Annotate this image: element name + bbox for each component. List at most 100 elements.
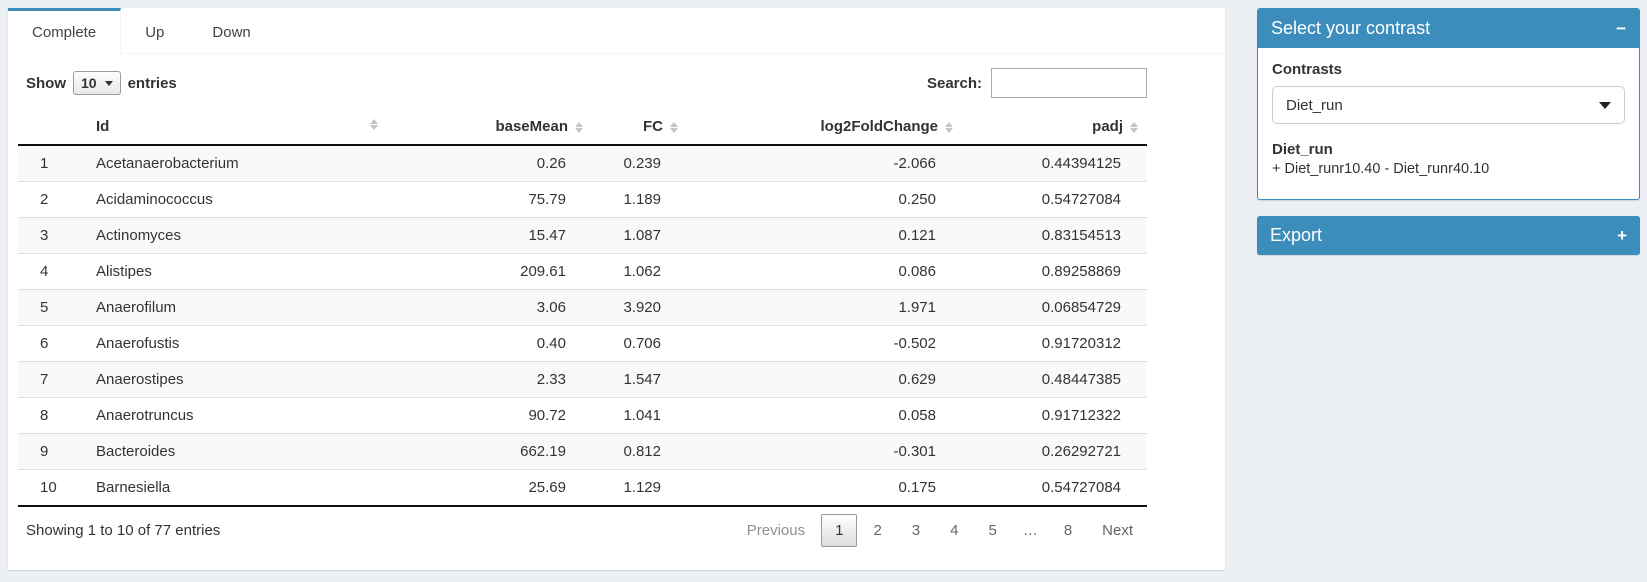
entries-select[interactable]: 10 [73,71,121,95]
cell-FC: 0.812 [592,433,687,470]
cell-Id: Acetanaerobacterium [88,145,387,182]
cell-baseMean: 3.06 [387,289,592,326]
row-number-cell: 9 [18,433,88,470]
cell-baseMean: 75.79 [387,181,592,218]
pagination-page-5[interactable]: 5 [988,522,997,539]
export-box: Export + [1257,216,1640,255]
results-table: Id baseMean FC log2FoldChange padj 1 Acetanae… [18,110,1147,507]
cell-padj: 0.54727084 [962,469,1147,507]
table-row: 9 Bacteroides 662.19 0.812 -0.301 0.26292721 [18,433,1147,470]
collapse-minus-icon[interactable]: − [1616,19,1626,38]
cell-padj: 0.48447385 [962,361,1147,398]
search-input[interactable] [991,68,1147,98]
cell-padj: 0.91712322 [962,397,1147,434]
entries-label: entries [127,74,177,92]
cell-log2FoldChange: -2.066 [687,145,962,182]
cell-log2FoldChange: 0.629 [687,361,962,398]
cell-Id: Acidaminococcus [88,181,387,218]
cell-baseMean: 15.47 [387,217,592,254]
row-number-cell: 1 [18,145,88,182]
cell-log2FoldChange: 0.175 [687,469,962,507]
table-row: 10 Barnesiella 25.69 1.129 0.175 0.54727084 [18,469,1147,507]
expand-plus-icon[interactable]: + [1617,226,1627,245]
cell-padj: 0.54727084 [962,181,1147,218]
tab-down[interactable]: Down [212,24,251,41]
cell-FC: 1.129 [592,469,687,507]
cell-baseMean: 662.19 [387,433,592,470]
cell-padj: 0.44394125 [962,145,1147,182]
table-row: 7 Anaerostipes 2.33 1.547 0.629 0.48447385 [18,361,1147,398]
cell-baseMean: 2.33 [387,361,592,398]
cell-FC: 0.706 [592,325,687,362]
table-row: 4 Alistipes 209.61 1.062 0.086 0.89258869 [18,253,1147,290]
cell-padj: 0.91720312 [962,325,1147,362]
cell-baseMean: 209.61 [387,253,592,290]
cell-Id: Anaerotruncus [88,397,387,434]
show-label: Show [26,74,66,92]
pagination-page-4[interactable]: 4 [950,522,959,539]
column-header-log2FoldChange[interactable]: log2FoldChange [687,110,962,146]
select-caret-icon [1599,101,1611,109]
column-header-rownum [18,110,88,146]
contrast-detail-title: Diet_run [1272,141,1333,158]
row-number-cell: 2 [18,181,88,218]
cell-log2FoldChange: 0.121 [687,217,962,254]
cell-log2FoldChange: 1.971 [687,289,962,326]
cell-FC: 3.920 [592,289,687,326]
pagination-page-1[interactable]: 1 [821,514,858,547]
contrast-box-title: Select your contrast [1271,18,1431,38]
cell-padj: 0.83154513 [962,217,1147,254]
row-number-cell: 8 [18,397,88,434]
table-row: 3 Actinomyces 15.47 1.087 0.121 0.83154513 [18,217,1147,254]
column-header-FC[interactable]: FC [592,110,687,146]
contrast-select[interactable]: Diet_run [1272,86,1625,124]
sort-icon [944,121,954,134]
export-box-header[interactable]: Export + [1257,216,1640,255]
pagination-page-8[interactable]: 8 [1063,522,1073,539]
table-row: 6 Anaerofustis 0.40 0.706 -0.502 0.91720312 [18,325,1147,362]
table-body: 1 Acetanaerobacterium 0.26 0.239 -2.066 0.443… [18,145,1147,507]
pagination-next-button[interactable]: Next [1102,522,1133,539]
cell-FC: 1.547 [592,361,687,398]
cell-FC: 1.189 [592,181,687,218]
sort-icon [574,121,584,134]
cell-log2FoldChange: 0.250 [687,181,962,218]
cell-Id: Anaerostipes [88,361,387,398]
column-header-padj[interactable]: padj [962,110,1147,146]
table-info: Showing 1 to 10 of 77 entries [26,522,221,539]
cell-Id: Alistipes [88,253,387,290]
row-number-cell: 10 [18,469,88,507]
column-header-baseMean[interactable]: baseMean [387,110,592,146]
pagination-previous-button[interactable]: Previous [746,522,806,539]
cell-log2FoldChange: 0.058 [687,397,962,434]
cell-FC: 1.062 [592,253,687,290]
pagination: Previous 1 2 3 4 5 … 8 Next [731,514,1147,547]
column-header-Id[interactable]: Id [88,110,387,146]
pagination-ellipsis: … [1022,522,1038,539]
row-number-cell: 6 [18,325,88,362]
contrast-box-header: Select your contrast − [1258,9,1639,48]
cell-baseMean: 0.26 [387,145,592,182]
contrast-box: Select your contrast − Contrasts Diet_ru… [1257,8,1640,200]
table-row: 2 Acidaminococcus 75.79 1.189 0.250 0.5472708… [18,181,1147,218]
cell-log2FoldChange: -0.502 [687,325,962,362]
contrast-detail-formula: + Diet_runr10.40 - Diet_runr40.10 [1272,161,1490,177]
tab-complete[interactable]: Complete [8,8,122,54]
cell-baseMean: 90.72 [387,397,592,434]
entries-length-control: Show 10 entries [26,71,177,95]
sort-icon [669,121,679,134]
table-header-row: Id baseMean FC log2FoldChange padj [18,110,1147,146]
cell-FC: 1.041 [592,397,687,434]
cell-baseMean: 0.40 [387,325,592,362]
export-box-title: Export [1270,225,1323,245]
tab-strip: Complete Up Down [8,8,1225,54]
sort-icon [1129,121,1139,134]
pagination-page-2[interactable]: 2 [873,522,882,539]
table-row: 1 Acetanaerobacterium 0.26 0.239 -2.066 0.443… [18,145,1147,182]
pagination-page-3[interactable]: 3 [911,522,921,539]
row-number-cell: 3 [18,217,88,254]
tab-up[interactable]: Up [145,24,165,41]
results-tab-box: Complete Up Down Show 10 entries Search: I… [8,8,1225,570]
cell-baseMean: 25.69 [387,469,592,507]
entries-select-value: 10 [81,75,97,91]
